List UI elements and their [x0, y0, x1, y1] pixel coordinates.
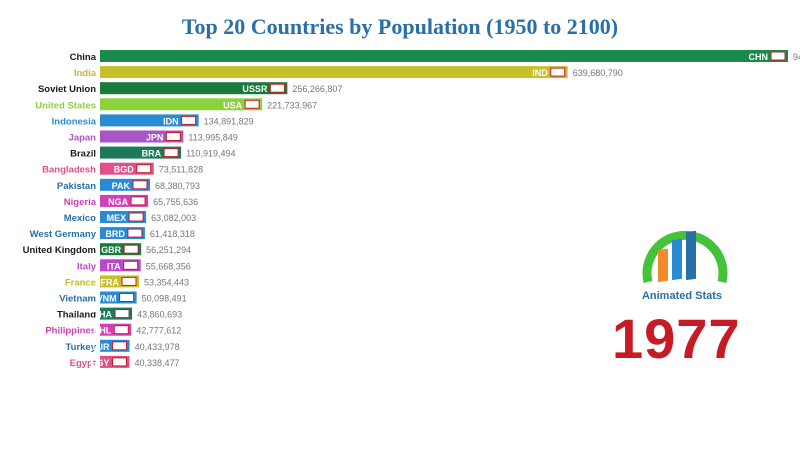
country-code-label: BRA [142, 149, 162, 159]
population-value-label: 68,380,793 [155, 181, 200, 191]
country-flag-icon [111, 357, 127, 367]
country-label: Thailand [57, 310, 96, 321]
country-label: United Kingdom [23, 245, 96, 256]
country-label: Mexico [64, 213, 96, 224]
country-flag-icon [123, 244, 139, 254]
population-value-label: 63,082,003 [151, 213, 196, 223]
population-bar [100, 114, 199, 127]
country-code-label: PAK [112, 181, 131, 191]
country-label: Nigeria [64, 197, 97, 208]
country-flag-icon [136, 164, 152, 174]
country-flag-icon [181, 115, 197, 125]
country-code-label: ITA [107, 261, 121, 271]
population-value-label: 56,251,294 [146, 245, 191, 255]
country-code-label: IDN [163, 116, 179, 126]
country-label: Bangladesh [42, 165, 96, 176]
country-flag-icon [114, 309, 130, 319]
country-flag-icon [165, 132, 181, 141]
year-label: 1977 [612, 307, 741, 370]
population-value-label: 40,433,978 [135, 342, 180, 352]
country-code-label: CHN [749, 52, 769, 62]
population-value-label: 134,891,829 [204, 116, 254, 126]
country-flag-icon [123, 260, 139, 270]
country-label: France [65, 277, 96, 288]
population-value-label: 40,338,477 [134, 358, 179, 368]
country-flag-icon [244, 99, 260, 109]
country-code-label: NGA [108, 197, 129, 207]
country-flag-icon [770, 51, 786, 61]
population-value-label: 53,354,443 [144, 277, 189, 287]
population-value-label: 55,668,356 [146, 261, 191, 271]
population-value-label: 639,680,790 [573, 68, 623, 78]
country-code-label: BGD [114, 165, 135, 175]
population-bar [100, 82, 288, 95]
country-flag-icon [550, 67, 566, 77]
animated-stats-logo-icon [642, 230, 728, 284]
country-label: Soviet Union [38, 84, 96, 95]
country-code-label: FRA [101, 277, 120, 287]
country-flag-icon [119, 293, 135, 302]
population-bar [100, 98, 263, 111]
country-label: United States [35, 100, 96, 111]
country-label: Vietnam [59, 294, 96, 305]
country-code-label: GBR [101, 245, 122, 255]
population-value-label: 940,985,442 [793, 52, 800, 62]
country-label: West Germany [30, 229, 97, 240]
population-value-label: 50,098,491 [142, 294, 187, 304]
population-value-label: 73,511,828 [159, 165, 203, 175]
population-value-label: 110,919,494 [186, 149, 235, 159]
country-code-label: TUR [91, 342, 110, 352]
country-label: China [70, 52, 97, 63]
country-code-label: EGY [90, 358, 109, 368]
population-value-label: 221,733,967 [267, 100, 317, 110]
country-code-label: JPN [146, 133, 164, 143]
population-value-label: 43,860,693 [137, 310, 182, 320]
country-flag-icon [121, 276, 137, 286]
population-bar [100, 146, 182, 159]
logo-text: Animated Stats [641, 290, 723, 302]
country-code-label: BRD [105, 229, 125, 239]
country-label: Italy [77, 261, 97, 272]
population-value-label: 65,755,636 [153, 197, 198, 207]
country-flag-icon [132, 180, 148, 190]
country-code-label: USA [223, 100, 243, 110]
country-label: Brazil [70, 149, 96, 160]
country-label: Philippines [45, 326, 96, 337]
country-flag-icon [130, 196, 146, 206]
country-flag-icon [163, 148, 179, 158]
population-value-label: 256,266,807 [292, 84, 342, 94]
country-flag-icon [113, 325, 129, 335]
country-flag-icon [269, 83, 285, 93]
population-value-label: 42,777,612 [136, 326, 181, 336]
country-label: Egypt [70, 358, 97, 369]
country-code-label: THA [94, 310, 113, 320]
chart-title: Top 20 Countries by Population (1950 to … [181, 14, 619, 39]
population-bar [100, 50, 788, 62]
population-value-label: 113,995,849 [188, 133, 237, 143]
population-value-label: 61,418,318 [150, 229, 195, 239]
country-code-label: MEX [107, 213, 127, 223]
country-code-label: USSR [242, 84, 268, 94]
country-label: Pakistan [57, 181, 96, 192]
country-flag-icon [112, 341, 128, 351]
country-label: India [74, 68, 97, 79]
population-bar [100, 66, 568, 79]
country-label: Turkey [66, 342, 97, 353]
country-code-label: VNM [97, 294, 117, 304]
country-flag-icon [127, 228, 143, 238]
country-label: Japan [69, 133, 97, 144]
country-flag-icon [128, 212, 144, 222]
country-label: Indonesia [52, 116, 97, 127]
country-code-label: PHL [93, 326, 112, 336]
country-code-label: IND [532, 68, 548, 78]
population-bar [100, 130, 184, 143]
